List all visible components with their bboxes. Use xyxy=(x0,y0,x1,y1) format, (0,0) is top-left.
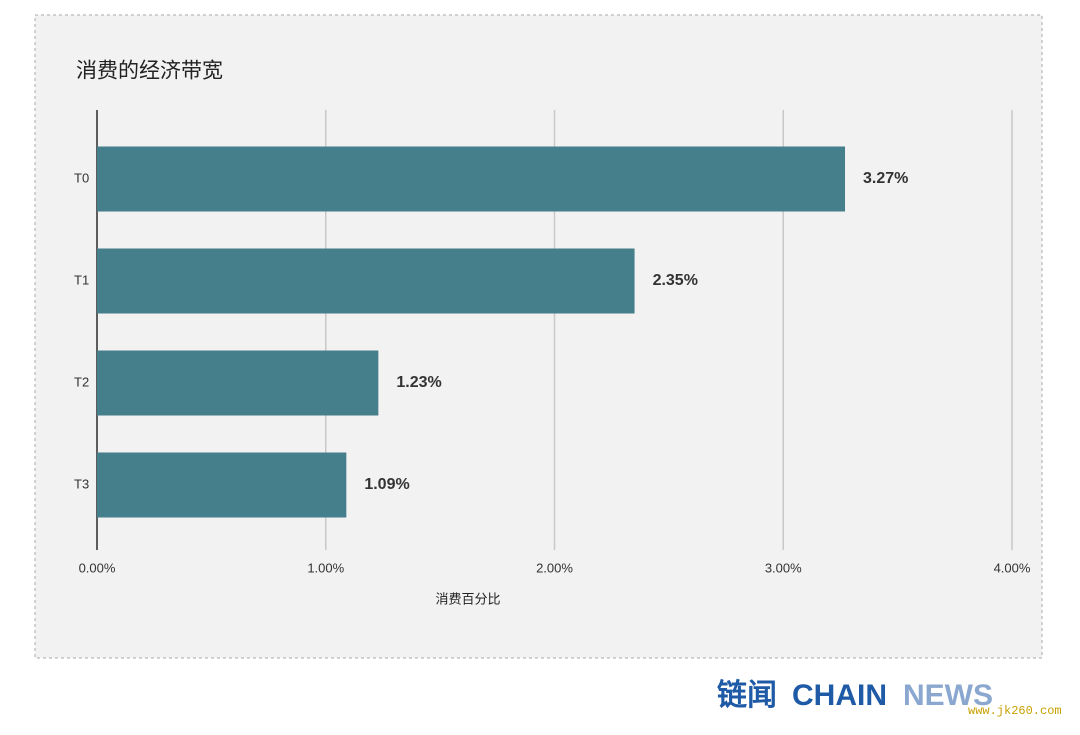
bar xyxy=(97,452,347,518)
chart-frame xyxy=(34,14,1043,659)
chart-title: 消费的经济带宽 xyxy=(76,60,223,83)
logo-cn: 链闻 xyxy=(717,678,777,712)
bar xyxy=(97,350,379,416)
site-url: www.jk260.com xyxy=(968,704,1062,718)
x-tick-label: 2.00% xyxy=(536,560,573,575)
x-axis-label: 消费百分比 xyxy=(435,591,500,606)
logo-en: CHAIN xyxy=(792,679,887,712)
x-tick-label: 0.00% xyxy=(79,560,116,575)
logo-en-light: NEWS xyxy=(903,679,993,712)
bar xyxy=(97,146,846,212)
x-tick-label: 1.00% xyxy=(307,560,344,575)
x-tick-label: 4.00% xyxy=(994,560,1031,575)
y-tick-label: T0 xyxy=(74,170,89,185)
y-tick-label: T3 xyxy=(74,476,89,491)
bar xyxy=(97,248,635,314)
value-label: 1.23% xyxy=(396,374,441,391)
y-tick-label: T1 xyxy=(74,272,89,287)
y-tick-label: T2 xyxy=(74,374,89,389)
value-label: 2.35% xyxy=(653,272,698,289)
x-tick-label: 3.00% xyxy=(765,560,802,575)
value-label: 1.09% xyxy=(364,476,409,493)
value-label: 3.27% xyxy=(863,170,908,187)
